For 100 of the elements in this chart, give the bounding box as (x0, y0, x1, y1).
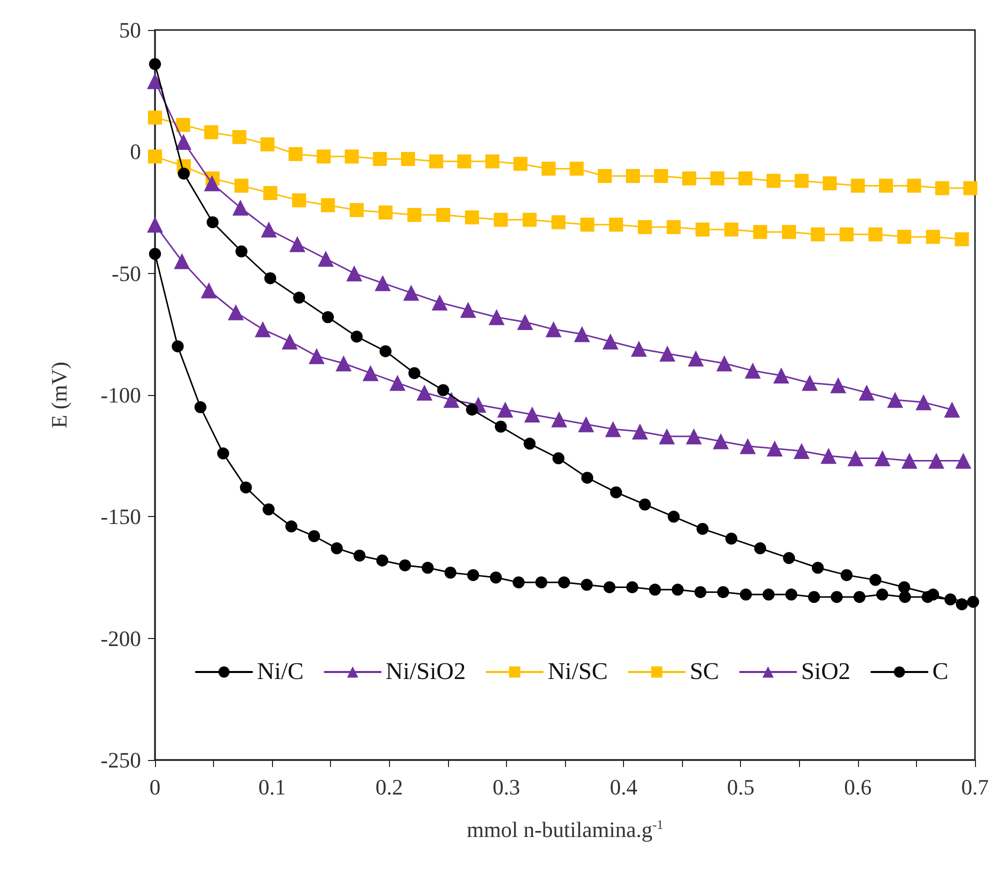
point (262, 503, 275, 516)
point (935, 181, 950, 196)
point (494, 212, 508, 227)
point (350, 203, 364, 218)
point (494, 420, 507, 433)
point (234, 178, 248, 193)
point (578, 416, 594, 432)
point (717, 586, 730, 598)
point (878, 178, 893, 193)
point (308, 348, 325, 364)
point (318, 250, 334, 267)
point (820, 448, 837, 464)
point (898, 581, 910, 594)
point (330, 542, 343, 554)
point (176, 118, 190, 132)
y-tick-label: -150 (100, 504, 141, 530)
point (785, 588, 798, 601)
point (206, 216, 219, 228)
point (956, 598, 968, 610)
legend-label: SC (690, 659, 720, 685)
point (738, 171, 752, 186)
point (648, 584, 661, 596)
point (264, 272, 276, 284)
point (694, 586, 706, 598)
point (916, 394, 932, 410)
point (416, 384, 432, 401)
point (354, 550, 366, 562)
point (422, 562, 434, 574)
point (754, 542, 766, 554)
point (293, 292, 306, 304)
point (260, 137, 274, 152)
point (467, 569, 480, 582)
point (194, 401, 206, 414)
x-tick-label: 0.2 (376, 774, 404, 800)
point (848, 450, 864, 466)
point (466, 404, 478, 416)
point (429, 154, 444, 168)
y-tick-label: 50 (119, 18, 141, 42)
point (696, 522, 709, 535)
point (148, 110, 162, 125)
x-tick-label: 0.7 (961, 774, 989, 800)
point (346, 265, 362, 282)
x-tick-label: 0.3 (492, 774, 520, 800)
point (552, 452, 564, 464)
point (638, 220, 652, 234)
point (380, 345, 392, 358)
point (232, 130, 246, 144)
legend-label: SiO2 (801, 659, 850, 685)
point (320, 198, 335, 212)
point (376, 554, 388, 566)
point (773, 368, 790, 384)
point (372, 152, 387, 166)
point (740, 438, 756, 454)
point (659, 346, 676, 362)
point (204, 125, 218, 140)
point (696, 222, 710, 237)
point (598, 169, 612, 183)
point (512, 576, 525, 588)
point (362, 365, 379, 382)
point (172, 340, 184, 352)
x-tick-label: 0 (150, 774, 160, 800)
point (926, 230, 940, 244)
x-tick-label: 0.4 (610, 774, 638, 800)
point (551, 215, 566, 230)
point (812, 562, 824, 574)
point (928, 452, 944, 469)
point (794, 174, 809, 188)
point (668, 510, 680, 523)
point (850, 178, 865, 193)
point (178, 168, 190, 180)
point (654, 169, 668, 183)
point (666, 220, 681, 234)
point (149, 58, 161, 70)
point (546, 321, 562, 338)
point (517, 314, 534, 330)
point (967, 596, 980, 608)
point (766, 174, 781, 188)
point (658, 428, 675, 444)
point (897, 230, 912, 244)
point (907, 178, 922, 193)
point (292, 193, 306, 208)
legend-label: Ni/SC (548, 659, 608, 685)
y-tick-label: 0 (130, 139, 141, 164)
legend-label: Ni/SiO2 (386, 659, 466, 685)
x-tick-label: 0.6 (844, 774, 872, 800)
point (724, 222, 738, 237)
point (204, 175, 220, 192)
point (522, 212, 537, 227)
point (740, 588, 752, 601)
point (632, 424, 648, 440)
point (436, 208, 450, 222)
point (535, 576, 548, 588)
point (869, 574, 882, 586)
point (725, 532, 738, 545)
point (200, 282, 217, 298)
point (524, 406, 540, 422)
point (444, 566, 456, 579)
point (217, 447, 230, 460)
point (285, 520, 298, 532)
point (626, 581, 638, 594)
